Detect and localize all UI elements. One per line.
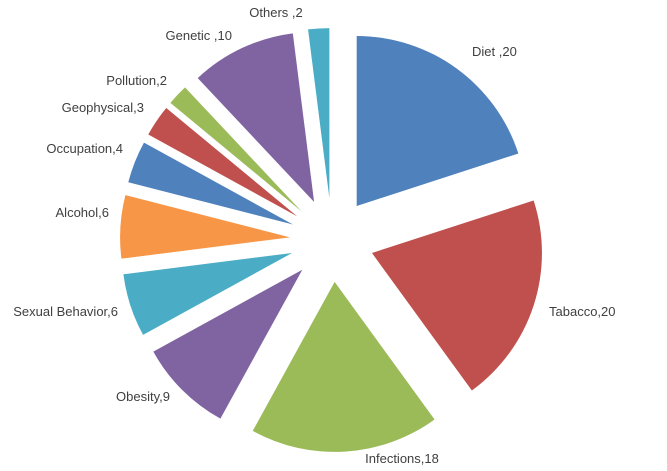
label-geophysical: Geophysical,3	[62, 100, 144, 115]
label-alcohol: Alcohol,6	[56, 205, 109, 220]
slice-others	[308, 28, 330, 199]
slice-sexual-behavior	[123, 252, 293, 335]
slice-alcohol	[120, 195, 291, 259]
label-obesity: Obesity,9	[116, 389, 170, 404]
slice-geophysical	[148, 108, 298, 217]
label-diet: Diet ,20	[472, 44, 517, 59]
slice-pollution	[170, 87, 302, 212]
slice-occupation	[128, 142, 293, 225]
label-occupation: Occupation,4	[46, 141, 123, 156]
slice-infections	[252, 281, 435, 452]
label-tabacco: Tabacco,20	[549, 304, 616, 319]
slice-diet	[356, 36, 519, 207]
label-pollution: Pollution,2	[106, 73, 167, 88]
label-genetic: Genetic ,10	[166, 28, 233, 43]
label-sexual-behavior: Sexual Behavior,6	[13, 304, 118, 319]
label-others: Others ,2	[249, 5, 302, 20]
label-infections: Infections,18	[365, 451, 439, 466]
slice-obesity	[153, 269, 303, 419]
slice-genetic	[197, 33, 315, 202]
slice-tabacco	[371, 200, 542, 391]
